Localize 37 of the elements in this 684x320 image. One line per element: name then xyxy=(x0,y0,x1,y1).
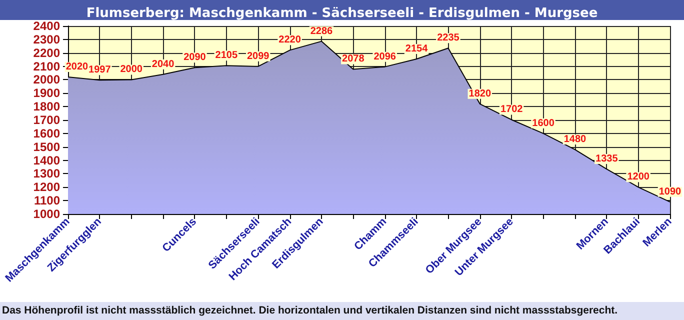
y-tick-label: 2400 xyxy=(33,19,60,33)
y-tick-label: 1000 xyxy=(33,207,60,221)
chart-title: Flumserberg: Maschgenkamm - Sächserseeli - Erdisgulmen - Murgsee xyxy=(86,6,598,21)
y-tick-label: 2000 xyxy=(33,72,60,87)
data-label: 2220 xyxy=(278,34,302,46)
y-tick-label: 1400 xyxy=(33,153,60,168)
y-tick-label: 1900 xyxy=(33,86,60,100)
y-tick-label: 1100 xyxy=(34,194,60,208)
data-label: 2099 xyxy=(246,50,270,62)
data-label: 2235 xyxy=(437,32,460,44)
data-label: 2286 xyxy=(310,26,334,37)
data-label: 1820 xyxy=(468,88,492,100)
data-label: 1480 xyxy=(564,134,587,146)
y-tick-label: 2200 xyxy=(33,46,60,60)
y-tick-label: 1500 xyxy=(33,140,60,154)
y-tick-label: 2300 xyxy=(33,32,60,46)
data-label: 1090 xyxy=(658,186,682,198)
y-tick-label: 1300 xyxy=(33,166,60,181)
data-label: 1997 xyxy=(88,64,112,76)
text: Das Höhenprofil ist nicht massstäblich gezeichnet. Die horizontalen und vertikalen Distanzen sind nicht massstabsgerecht. xyxy=(2,304,618,316)
data-label: 2154 xyxy=(405,44,428,55)
y-tick-label: 1800 xyxy=(33,100,60,114)
data-label: 2078 xyxy=(342,54,365,65)
data-label: 1702 xyxy=(500,104,524,116)
y-tick-label: 1200 xyxy=(33,180,60,194)
data-label: 1600 xyxy=(532,118,555,129)
y-tick-label: 2100 xyxy=(33,59,60,74)
data-label: 1335 xyxy=(596,154,618,165)
data-label: 2096 xyxy=(374,51,396,62)
data-label: 2090 xyxy=(184,52,206,64)
data-label: 2105 xyxy=(215,50,238,62)
data-label: 1200 xyxy=(627,172,650,183)
y-tick-label: 1700 xyxy=(33,113,60,127)
y-tick-label: 1600 xyxy=(33,126,60,140)
data-label: 2000 xyxy=(120,64,143,76)
data-label: 2020 xyxy=(66,62,89,73)
data-label: 2040 xyxy=(152,58,175,70)
